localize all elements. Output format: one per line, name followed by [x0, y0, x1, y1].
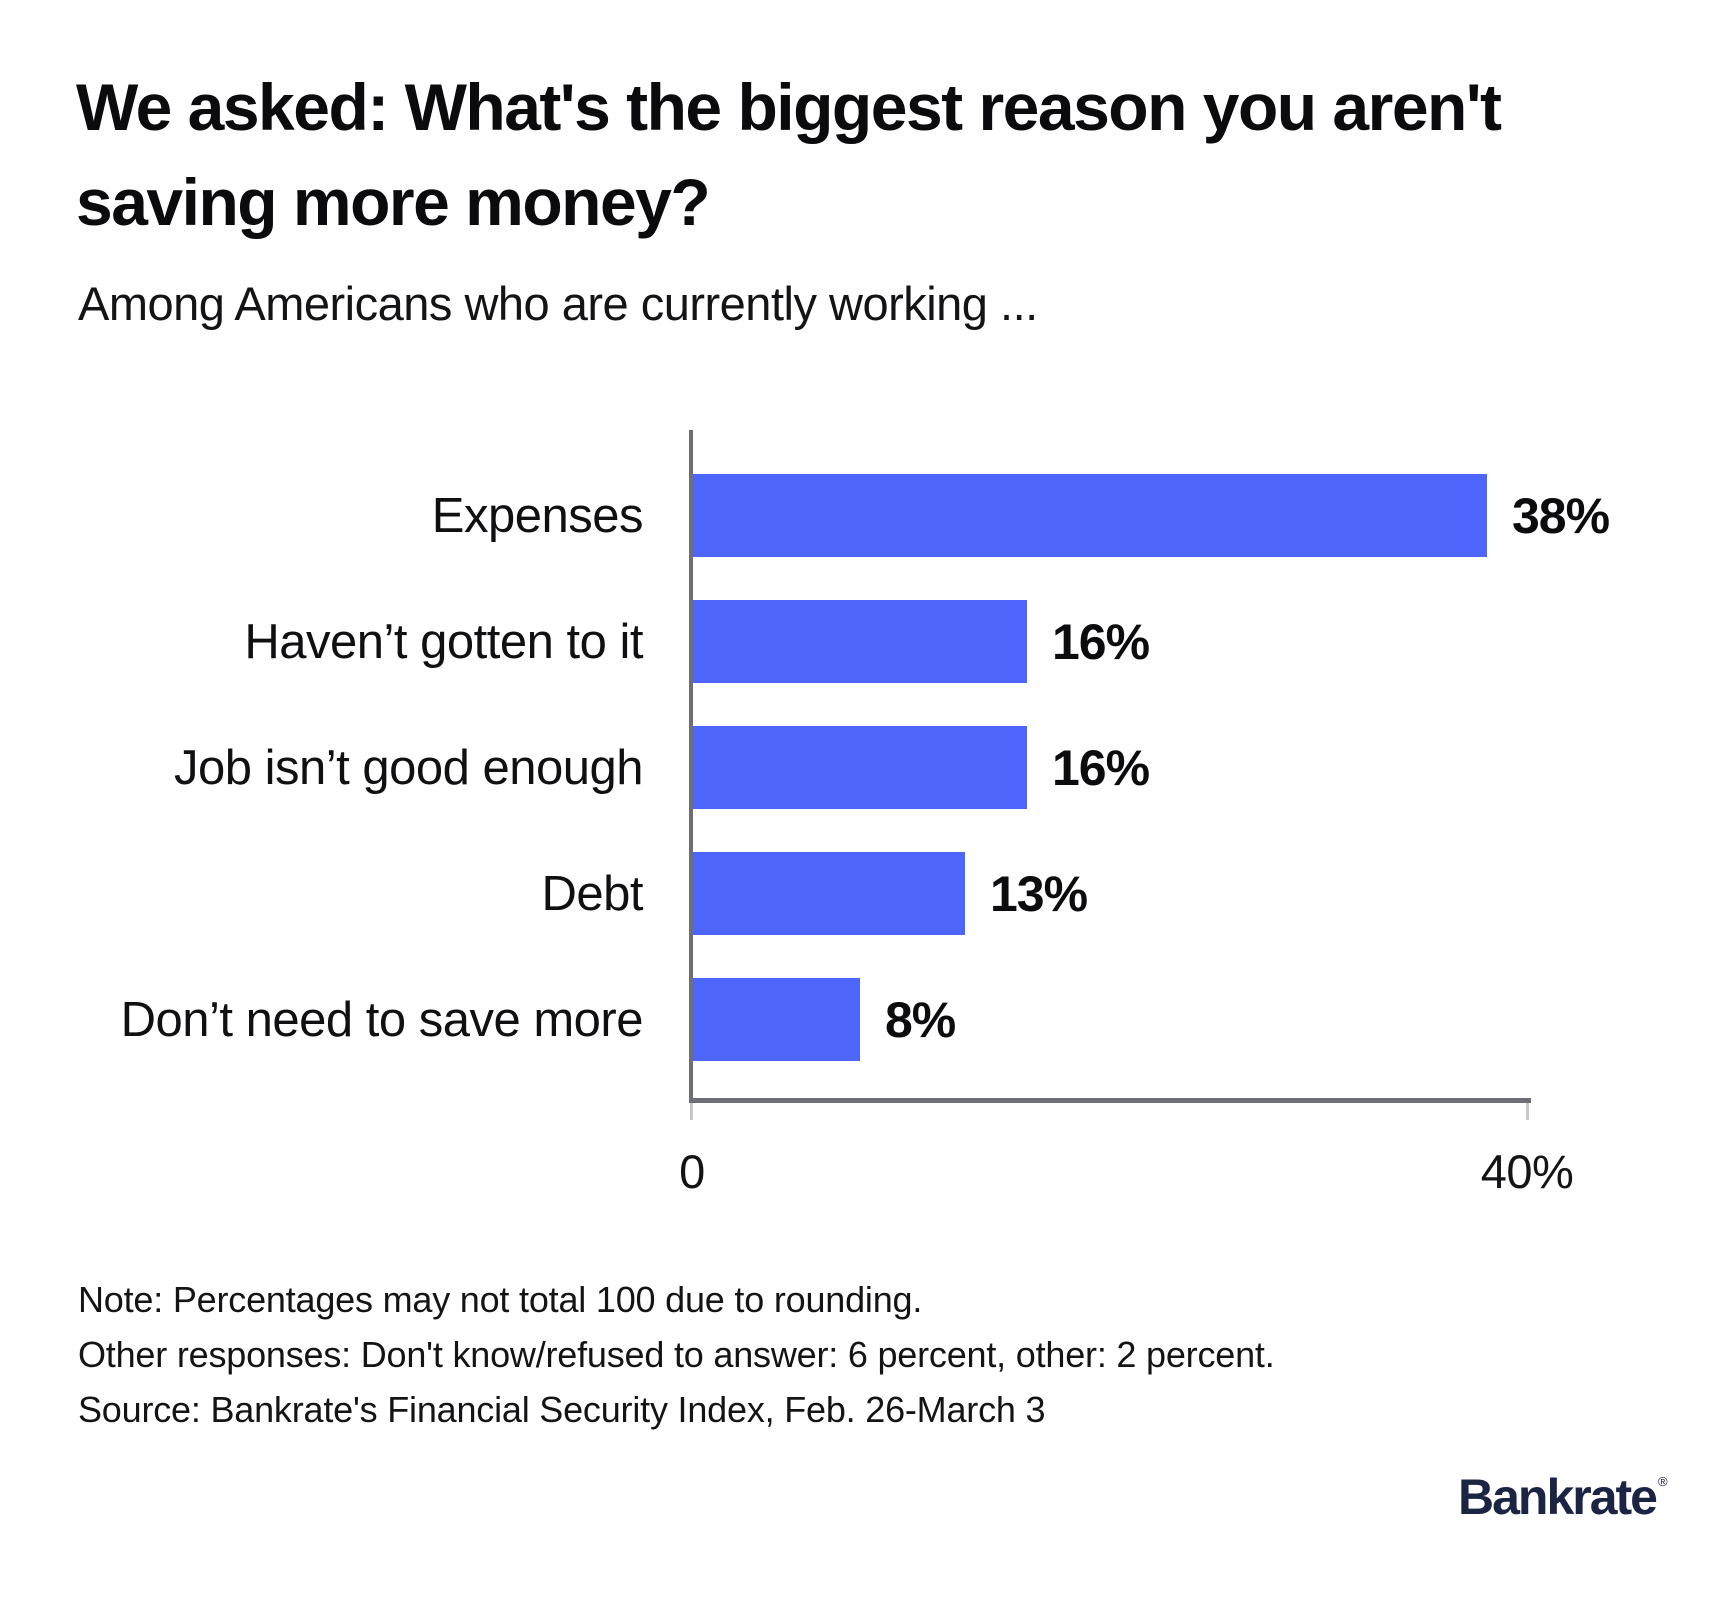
note-rounding: Note: Percentages may not total 100 due …: [78, 1279, 923, 1320]
x-axis-tick-label-0: 0: [679, 1145, 705, 1198]
bar: [693, 726, 1027, 809]
category-label: Job isn’t good enough: [174, 740, 644, 795]
registered-trademark-icon: ®: [1658, 1474, 1668, 1489]
bar-row: Debt 13%: [75, 852, 1695, 935]
value-label: 16%: [1052, 739, 1150, 796]
bar-row: Expenses 38%: [75, 474, 1695, 557]
bar-row: Don’t need to save more 8%: [75, 978, 1695, 1061]
bar: [693, 474, 1487, 557]
x-axis-tick-0: [690, 1103, 693, 1120]
value-label: 13%: [990, 865, 1088, 922]
note-source: Source: Bankrate's Financial Security In…: [78, 1389, 1046, 1430]
x-axis-line: [689, 1098, 1531, 1103]
category-label: Expenses: [431, 488, 644, 543]
category-label: Debt: [541, 866, 643, 921]
chart-subtitle: Among Americans who are currently workin…: [78, 277, 1038, 330]
bar: [693, 600, 1027, 683]
bankrate-logo: Bankrate ®: [1458, 1468, 1668, 1526]
value-label: 8%: [885, 991, 956, 1048]
note-other-responses: Other responses: Don't know/refused to a…: [78, 1334, 1275, 1375]
chart-title-line2: saving more money?: [76, 165, 711, 239]
footnotes: Note: Percentages may not total 100 due …: [78, 1272, 1638, 1437]
value-label: 16%: [1052, 613, 1150, 670]
bar: [693, 978, 860, 1061]
bar: [693, 852, 965, 935]
x-axis-tick-label-40: 40%: [1480, 1145, 1574, 1198]
x-axis-tick-40: [1526, 1103, 1529, 1120]
chart-title: We asked: What's the biggest reason you …: [76, 60, 1636, 250]
bar-rows: Expenses 38% Haven’t gotten to it 16% Job is…: [75, 474, 1695, 1061]
chart-title-line1: We asked: What's the biggest reason you …: [76, 70, 1502, 144]
category-label: Don’t need to save more: [120, 992, 644, 1047]
bar-row: Haven’t gotten to it 16%: [75, 600, 1695, 683]
bankrate-logo-text: Bankrate: [1458, 1469, 1658, 1525]
bar-chart: Expenses 38% Haven’t gotten to it 16% Job is…: [75, 430, 1695, 1200]
category-label: Haven’t gotten to it: [244, 614, 643, 669]
value-label: 38%: [1512, 487, 1610, 544]
y-axis-line: [689, 430, 693, 1103]
bar-row: Job isn’t good enough 16%: [75, 726, 1695, 809]
